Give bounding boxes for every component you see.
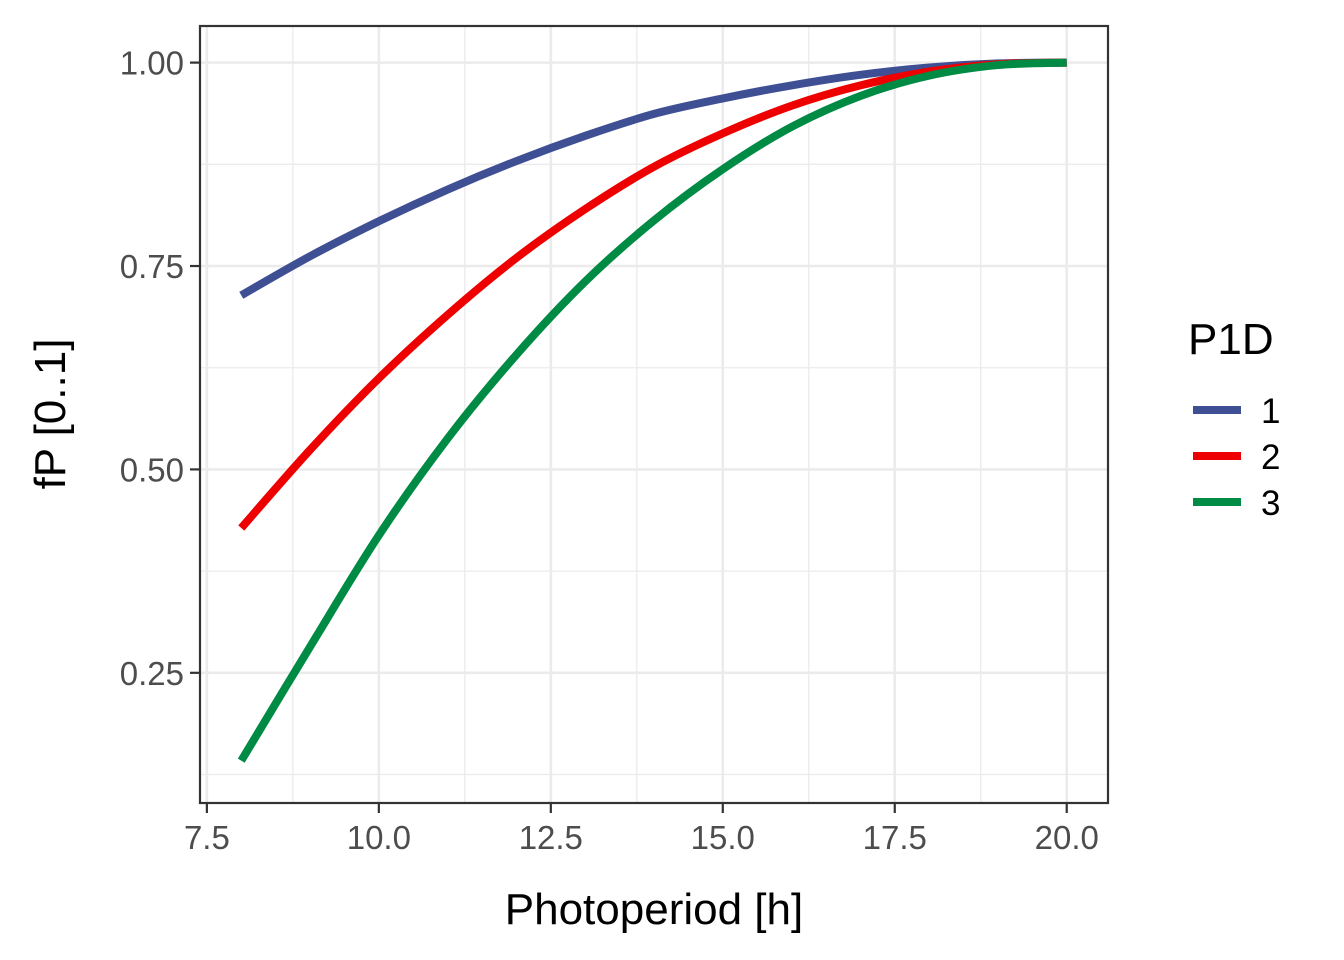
series-line-1 bbox=[239, 58, 1067, 299]
y-axis-ticks: 0.25 0.50 0.75 1.00 bbox=[120, 45, 200, 692]
legend-label-1: 1 bbox=[1261, 392, 1280, 431]
x-axis-title: Photoperiod [h] bbox=[505, 885, 803, 934]
x-tick-label: 15.0 bbox=[691, 819, 755, 856]
legend-label-3: 3 bbox=[1261, 484, 1280, 523]
series-line-3 bbox=[237, 58, 1067, 763]
y-tick-label: 0.50 bbox=[120, 451, 184, 488]
plot-panel bbox=[200, 26, 1108, 803]
x-tick-label: 7.5 bbox=[184, 819, 230, 856]
x-tick-label: 12.5 bbox=[519, 819, 583, 856]
series-lines bbox=[237, 58, 1067, 763]
x-tick-label: 17.5 bbox=[863, 819, 927, 856]
legend: P1D 1 2 3 bbox=[1188, 315, 1280, 523]
major-gridlines bbox=[200, 26, 1108, 803]
x-tick-label: 10.0 bbox=[347, 819, 411, 856]
x-tick-label: 20.0 bbox=[1035, 819, 1099, 856]
y-tick-label: 1.00 bbox=[120, 45, 184, 82]
x-axis-ticks: 7.5 10.0 12.5 15.0 17.5 20.0 bbox=[184, 803, 1099, 856]
legend-label-2: 2 bbox=[1261, 438, 1280, 477]
plot-border bbox=[198, 24, 1110, 805]
y-tick-label: 0.75 bbox=[120, 248, 184, 285]
y-axis-title: fP [0..1] bbox=[26, 339, 75, 490]
legend-items: 1 2 3 bbox=[1193, 392, 1280, 523]
legend-title: P1D bbox=[1188, 315, 1274, 364]
y-tick-label: 0.25 bbox=[120, 655, 184, 692]
